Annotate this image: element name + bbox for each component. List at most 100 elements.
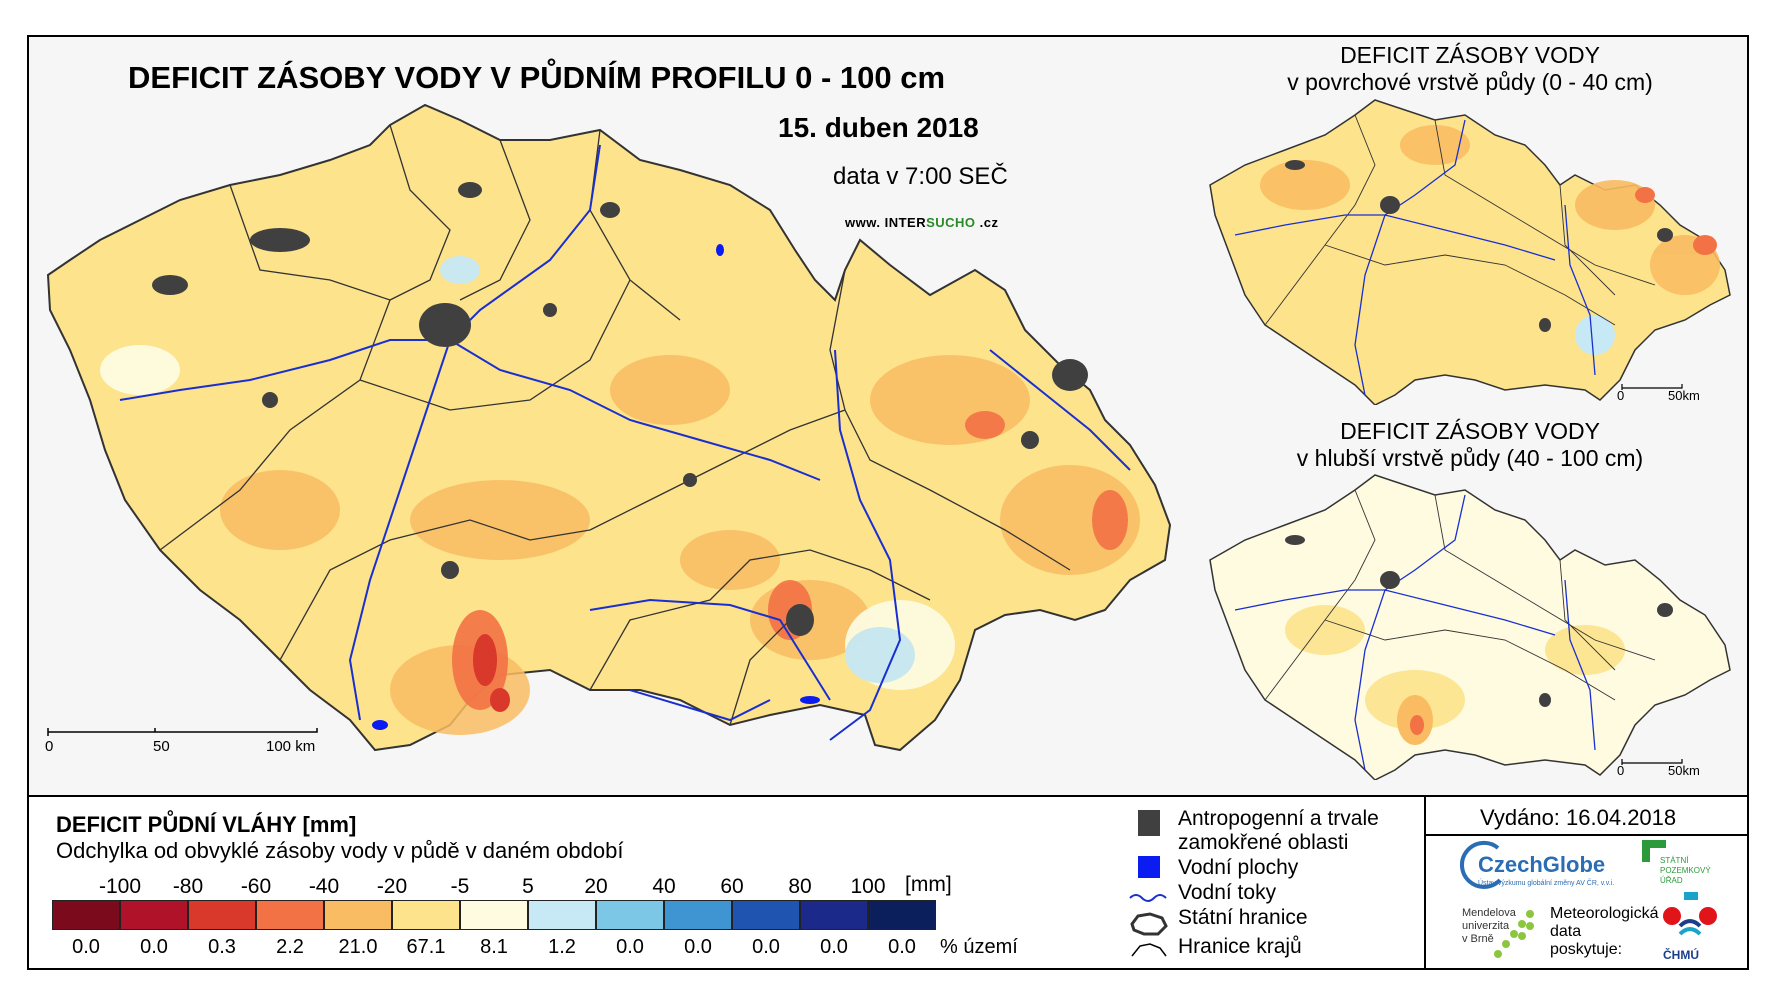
inset-surface-scale-max: 50km [1668,388,1700,403]
inset-surface-title-line1: DEFICIT ZÁSOBY VODY [1340,42,1600,68]
meteo-provider-line2: data [1550,923,1582,940]
meteo-provider-label: Meteorologická data poskytuje: [1550,905,1659,959]
inset-deep-scale-max: 50km [1668,763,1700,778]
legend-pct: 0.0 [684,936,712,958]
legend-threshold: -100 [98,875,142,898]
legend-threshold: -5 [450,875,470,898]
river-line-icon [1129,894,1167,902]
spu-logo-line2: POZEMKOVÝ [1660,866,1711,875]
legend-subtitle: Odchylka od obvyklé zásoby vody v půdě v… [56,838,624,863]
water-body-swatch-icon [1138,856,1160,878]
legend-swatch-6 [392,900,460,930]
inset-surface-cities [1285,160,1673,332]
legend-unit-mm: [mm] [905,873,952,896]
main-map [46,103,1172,752]
inset-deep-scale-bar [1621,759,1683,765]
inset-surface-title-line2: v povrchové vrstvě půdy (0 - 40 cm) [1287,69,1653,95]
legend-swatch-5 [324,900,392,930]
website-highlight: SUCHO [926,215,976,230]
mendelu-logo-line2: univerzita [1462,920,1510,932]
main-map-regions [159,124,1071,726]
legend-pct: 0.0 [888,936,916,958]
inset-surface-country [1209,99,1731,405]
symbol-anthropogenic-line2: zamokřené oblasti [1178,831,1349,854]
legend-threshold: -60 [240,875,272,898]
mendelu-logo: Mendelova univerzita v Brně [1462,907,1516,946]
state-border-icon [1130,912,1168,936]
legend-swatch-4 [256,900,324,930]
inset-surface-regions [1264,114,1656,326]
main-map-date: 15. duben 2018 [778,112,979,143]
legend-swatch-11 [732,900,800,930]
region-border-icon [1131,943,1167,957]
main-scale-mid: 50 [153,738,170,755]
chmu-logo: ČHMÚ [1663,948,1699,962]
legend-swatch-7 [460,900,528,930]
meteo-provider-line1: Meteorologická [1550,905,1659,922]
legend-pct: 0.0 [752,936,780,958]
meteo-provider-line3: poskytuje: [1550,941,1623,958]
legend-pct: 1.2 [548,936,576,958]
legend-pct: 2.2 [276,936,304,958]
inset-deep-scale-zero: 0 [1617,763,1625,778]
inset-deep-title-line2: v hlubší vrstvě půdy (40 - 100 cm) [1296,445,1644,471]
legend-separator [1424,795,1426,970]
legend-threshold: 60 [720,875,744,898]
inset-surface-scale-bar [1621,384,1683,390]
legend-swatch-2 [120,900,188,930]
legend-threshold: 20 [584,875,608,898]
inset-deep-title: DEFICIT ZÁSOBY VODY v hlubší vrstvě půdy… [1240,418,1700,472]
legend-swatch-12 [800,900,868,930]
issued-date: Vydáno: 16.04.2018 [1480,805,1677,830]
inset-surface-red [1635,187,1717,255]
symbol-legend-icons [1129,810,1168,957]
legend-swatch-13 [868,900,936,930]
legend-threshold: -20 [376,875,408,898]
inset-deep-map [1209,474,1731,780]
inset-surface-rivers [1234,119,1596,396]
legend-threshold: 100 [850,875,886,898]
legend-pct: 0.0 [820,936,848,958]
legend-threshold: 80 [788,875,812,898]
website-prefix: www. INTER [845,215,927,230]
spu-logo-line3: ÚŘAD [1660,876,1683,885]
czechglobe-logo: CzechGlobe [1478,852,1606,877]
legend-pct: 67.1 [406,936,446,958]
spu-logo-line1: STÁTNÍ [1660,856,1689,865]
mendelu-logo-dots-icon [1494,910,1534,958]
main-scale-bar [47,728,318,736]
symbol-region-border: Hranice krajů [1178,935,1302,958]
legend-threshold: -40 [308,875,340,898]
symbol-anthropogenic-line1: Antropogenní a trvale [1178,807,1379,830]
inset-surface-blue [1575,315,1615,355]
website-label: www. INTERSUCHO .cz [845,215,999,230]
symbol-anthropogenic: Antropogenní a trvale zamokřené oblasti [1178,807,1379,855]
website-suffix: .cz [975,215,999,230]
issued-separator [1424,834,1749,836]
legend-pct: 21.0 [338,936,378,958]
legend-pct: 8.1 [480,936,508,958]
legend-title: DEFICIT PŮDNÍ VLÁHY [mm] [56,812,357,837]
legend-swatch-1 [52,900,120,930]
spu-logo-icon [1642,840,1666,862]
legend-unit-pct: % území [940,936,1018,958]
main-map-water-bodies [372,244,820,730]
inset-deep-rivers [1234,494,1596,771]
legend-threshold: 5 [522,875,534,898]
legend-threshold: 40 [652,875,676,898]
main-map-time-note: data v 7:00 SEČ [833,163,1008,190]
anthropogenic-swatch-icon [1138,810,1160,836]
inset-surface-map [1209,99,1731,405]
mendelu-logo-line1: Mendelova [1462,907,1516,919]
legend-pct: 0.0 [72,936,100,958]
main-scale-zero: 0 [45,738,54,755]
main-map-country [46,103,1172,752]
main-map-cities [152,182,1088,636]
inset-deep-yellow [1285,605,1625,730]
czechglobe-subtitle: Ústav výzkumu globální změny AV ČR, v.v.… [1478,880,1615,887]
main-scale-max: 100 km [266,738,316,755]
main-map-surplus [100,256,955,690]
main-map-title: DEFICIT ZÁSOBY VODY V PŮDNÍM PROFILU 0 -… [128,60,946,95]
inset-surface-title: DEFICIT ZÁSOBY VODY v povrchové vrstvě p… [1240,42,1700,96]
czechglobe-logo-icon [1459,840,1502,889]
